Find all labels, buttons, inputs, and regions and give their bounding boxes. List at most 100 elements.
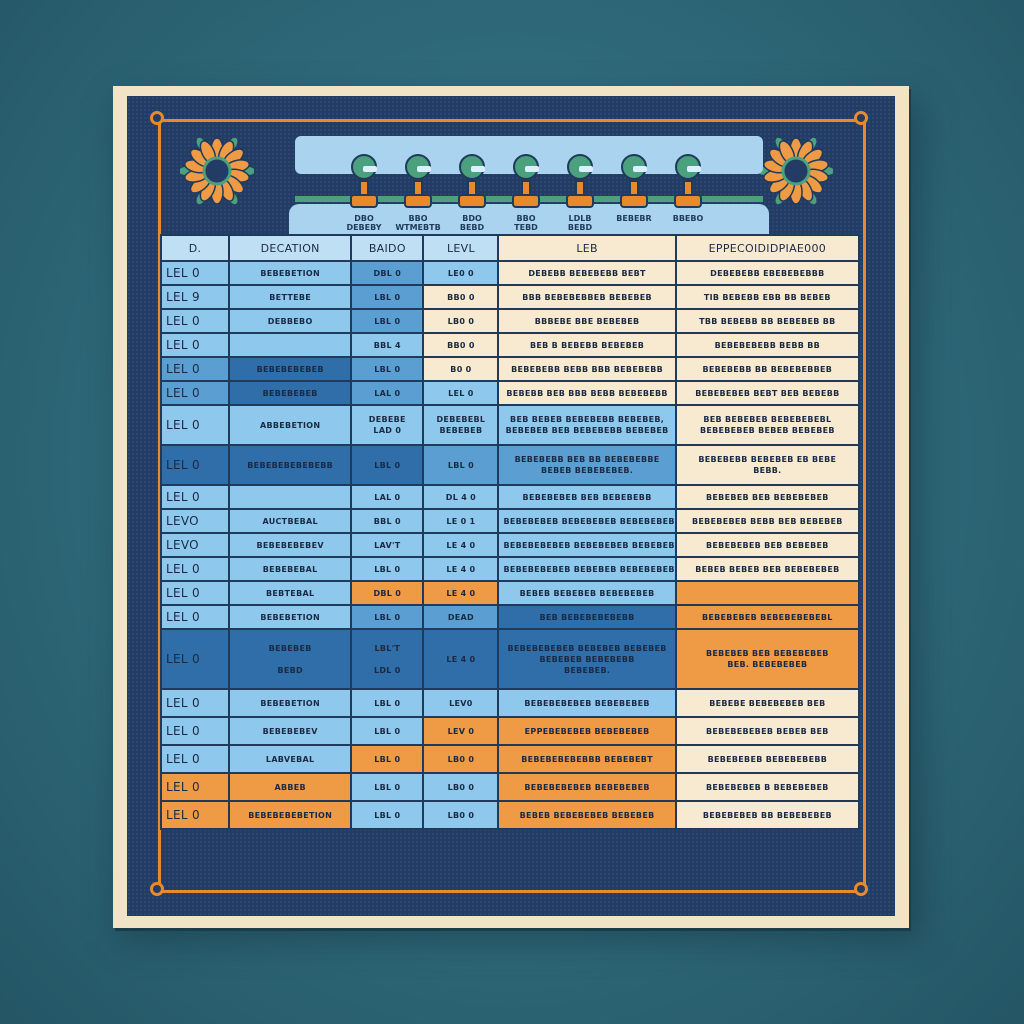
table-cell: LE0 0 bbox=[422, 260, 500, 286]
banner-peg bbox=[347, 154, 381, 214]
banner-label: LDLB BEBD bbox=[567, 214, 593, 232]
table-cell: LEL 0 bbox=[159, 580, 231, 606]
table-cell: BEBEBEBEB BEBB BEB BEBEBEB bbox=[674, 508, 861, 534]
table-row: LEL 0 LAL 0 DL 4 0 BEBEBEBEB BEB BEBEBEBB BE… bbox=[159, 484, 861, 510]
table-cell: LBL 0 bbox=[350, 800, 425, 830]
table-cell: LEL 0 bbox=[159, 744, 231, 774]
banner-label: BDO BEBD bbox=[459, 214, 485, 232]
table-cell: BETTEBE bbox=[228, 284, 353, 310]
table-cell: DBL 0 bbox=[350, 580, 425, 606]
table-cell: BEBEBEBEB BEB BEBEBEB bbox=[674, 532, 861, 558]
table-cell: BBB BEBEBEBBEB BEBEBEB bbox=[497, 284, 677, 310]
table-row: LEVO AUCTBEBAL BBL 0 LE 0 1 BEBEBEBEB BEBEBE… bbox=[159, 508, 861, 534]
table-cell: LB0 0 bbox=[422, 772, 500, 802]
table-cell: DEBEBE LAD 0 bbox=[350, 404, 425, 446]
table-cell: BEBEBB BEB BBB BEBB BEBEBEBB bbox=[497, 380, 677, 406]
table-cell: BEBEBEBEB BB BEBEBEBEB bbox=[674, 800, 861, 830]
table-cell bbox=[674, 580, 861, 606]
banner-label: DBO DEBEBY bbox=[346, 214, 382, 232]
table-cell: BEBEBEBEBEB BEBEBEB BEBEBEBEB bbox=[497, 556, 677, 582]
banner-peg bbox=[455, 154, 489, 214]
corner-dot bbox=[150, 882, 164, 896]
table-cell: BEBEBE BEBEBEBEB BEB bbox=[674, 688, 861, 718]
table-row: LEL 9 BETTEBE LBL 0 BB0 0 BBB BEBEBEBBEB BEB… bbox=[159, 284, 861, 310]
table-cell: ABBEBETION bbox=[228, 404, 353, 446]
table-cell: DL 4 0 bbox=[422, 484, 500, 510]
table-header-row: D. DECATION BAIDO LEVL LEB EPPECOIDIDPIAE000 bbox=[159, 234, 861, 262]
table-cell: BEBEBETION bbox=[228, 688, 353, 718]
table-cell: BB0 0 bbox=[422, 332, 500, 358]
table-row: LEL 0 LABVEBAL LBL 0 LB0 0 BEBEBEBEBEBBB BEB… bbox=[159, 744, 861, 774]
table-cell: BEBEBEBEV bbox=[228, 716, 353, 746]
table-cell: LEL 0 bbox=[159, 444, 231, 486]
table-cell: LBL 0 bbox=[350, 284, 425, 310]
sunflower-icon bbox=[759, 137, 833, 205]
table-cell: LBL'T LDL 0 bbox=[350, 628, 425, 690]
table-row: LEL 0 BBL 4 BB0 0 BEB B BEBEBB BEBEBEB BEBEB… bbox=[159, 332, 861, 358]
table-cell: BEBTEBAL bbox=[228, 580, 353, 606]
table-cell: BEBEBEBEB BEBEBEBEB BEBEBEBEBL bbox=[497, 508, 677, 534]
table-cell: AUCTBEBAL bbox=[228, 508, 353, 534]
table-row: LEL 0 BEBEBEBEBETION LBL 0 LB0 0 BEBEB BEBEB… bbox=[159, 800, 861, 830]
table-cell: LEL 9 bbox=[159, 284, 231, 310]
corner-dot bbox=[854, 111, 868, 125]
table-row: LEL 0 BEBEBEBEBEBEBB LBL 0 LBL 0 BEBEBEBB BE… bbox=[159, 444, 861, 486]
table-row: LEL 0 BEBEBEBAL LBL 0 LE 4 0 BEBEBEBEBEB BEB… bbox=[159, 556, 861, 582]
table-cell: BEBEBEBEBEB bbox=[228, 356, 353, 382]
table-cell bbox=[228, 484, 353, 510]
table-cell: BEBEBEBB BB BEBEBEBBEB bbox=[674, 356, 861, 382]
table-cell: LBL 0 bbox=[350, 744, 425, 774]
table-cell: LB0 0 bbox=[422, 744, 500, 774]
table-row: LEL 0 BEBEBETION LBL 0 LEV0 BEBEBEBEBEB BEBE… bbox=[159, 688, 861, 718]
table-cell: BEBEBEBEB BEBEBEBEBB bbox=[674, 744, 861, 774]
table-cell: LEL 0 bbox=[422, 380, 500, 406]
column-header: EPPECOIDIDPIAE000 bbox=[674, 234, 861, 262]
banner-label: BBEBO bbox=[672, 214, 704, 223]
table-cell: LE 4 0 bbox=[422, 628, 500, 690]
table-cell: BEBEBEBEBEB BEBEBEBEB bbox=[497, 688, 677, 718]
column-header: LEVL bbox=[422, 234, 500, 262]
table-cell: LEL 0 bbox=[159, 688, 231, 718]
table-cell: TIB BEBEBB EBB BB BEBEB bbox=[674, 284, 861, 310]
table-cell: BEBEBETION bbox=[228, 604, 353, 630]
table-cell: LBL 0 bbox=[350, 772, 425, 802]
table-cell: LEL 0 bbox=[159, 260, 231, 286]
table-cell: DEBEBEBL BEBEBEB bbox=[422, 404, 500, 446]
table-cell: LEV0 bbox=[422, 688, 500, 718]
table-cell: BEBEBEBB BEBB BBB BEBEBEBB bbox=[497, 356, 677, 382]
table-cell bbox=[228, 332, 353, 358]
table-cell: LE 4 0 bbox=[422, 532, 500, 558]
table-cell: LBL 0 bbox=[350, 688, 425, 718]
banner-label: BEBEBR bbox=[616, 214, 652, 223]
table-cell: BEBEB BEBEBEBEB BEBEBEB bbox=[497, 800, 677, 830]
sunflower-icon bbox=[180, 137, 254, 205]
table-row: LEL 0 ABBEB LBL 0 LB0 0 BEBEBEBEBEB BEBEBEBE… bbox=[159, 772, 861, 802]
banner-label: BBO WTMEBTB bbox=[395, 214, 441, 232]
table-cell: BEBEB BEBEB BEB BEBEBEBEB bbox=[674, 556, 861, 582]
table-cell: BEBEBEBEBEBEBB bbox=[228, 444, 353, 486]
table-cell: LABVEBAL bbox=[228, 744, 353, 774]
table-cell: LEL 0 bbox=[159, 404, 231, 446]
table-cell: BB0 0 bbox=[422, 284, 500, 310]
table-cell: LB0 0 bbox=[422, 308, 500, 334]
table-cell: ABBEB bbox=[228, 772, 353, 802]
table-row: LEL 0 BEBEBEBEBEB LBL 0 B0 0 BEBEBEBB BEBB B… bbox=[159, 356, 861, 382]
table-cell: LE 0 1 bbox=[422, 508, 500, 534]
table-cell: LEL 0 bbox=[159, 356, 231, 382]
table-cell: BEBEBEBEB BEBT BEB BEBEBB bbox=[674, 380, 861, 406]
banner-peg bbox=[671, 154, 705, 214]
table-cell: BEBEBEBEBEB BEBEB BEB bbox=[674, 716, 861, 746]
table-cell: LEL 0 bbox=[159, 628, 231, 690]
banner-peg bbox=[563, 154, 597, 214]
table-cell: LEL 0 bbox=[159, 556, 231, 582]
table-cell: LEV 0 bbox=[422, 716, 500, 746]
table-cell: BEBEBEB BEBD bbox=[228, 628, 353, 690]
table-cell: LE 4 0 bbox=[422, 580, 500, 606]
table-cell: BEB BEBEBEB BEBEBEBEBL BEBEBEBEB BEBEB B… bbox=[674, 404, 861, 446]
table-cell: BEBEBEBEBB BEBB BB bbox=[674, 332, 861, 358]
table-cell: BEBEBEBB BEBEBEB EB BEBE BEBB. bbox=[674, 444, 861, 486]
table-cell: DBL 0 bbox=[350, 260, 425, 286]
table-cell: LBL 0 bbox=[422, 444, 500, 486]
table-row: LEL 0 BEBEBEBEB LAL 0 LEL 0 BEBEBB BEB BBB B… bbox=[159, 380, 861, 406]
table-cell: LEL 0 bbox=[159, 332, 231, 358]
